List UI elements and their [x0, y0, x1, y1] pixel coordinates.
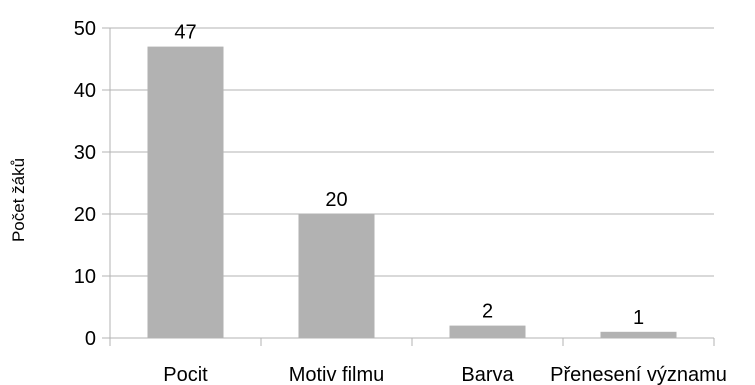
y-tick-label: 50 — [74, 18, 96, 40]
y-tick-label: 20 — [74, 204, 96, 226]
bar — [298, 214, 375, 338]
data-label: 2 — [482, 301, 493, 323]
bar — [449, 325, 526, 338]
y-tick-labels: 0 10 20 30 40 50 — [74, 18, 96, 350]
x-category-label: Barva — [461, 364, 514, 385]
x-category-label: Pocit — [163, 364, 208, 385]
x-category-label: Přenesení významu — [550, 364, 727, 385]
data-label: 20 — [325, 189, 347, 211]
y-tick-label: 10 — [74, 266, 96, 288]
y-tick-label: 40 — [74, 80, 96, 102]
data-labels: 47 20 2 1 — [174, 22, 644, 329]
x-category-labels: Pocit Motiv filmu Barva Přenesení významu — [163, 364, 727, 385]
bar — [147, 46, 224, 338]
axes — [109, 28, 715, 346]
bar — [600, 331, 677, 338]
y-tick-label: 0 — [85, 328, 96, 350]
y-axis-title: Počet žáků — [9, 158, 28, 242]
bars — [147, 46, 677, 338]
data-label: 1 — [633, 307, 644, 329]
data-label: 47 — [174, 22, 196, 44]
y-tick-label: 30 — [74, 142, 96, 164]
x-category-label: Motiv filmu — [289, 364, 385, 385]
